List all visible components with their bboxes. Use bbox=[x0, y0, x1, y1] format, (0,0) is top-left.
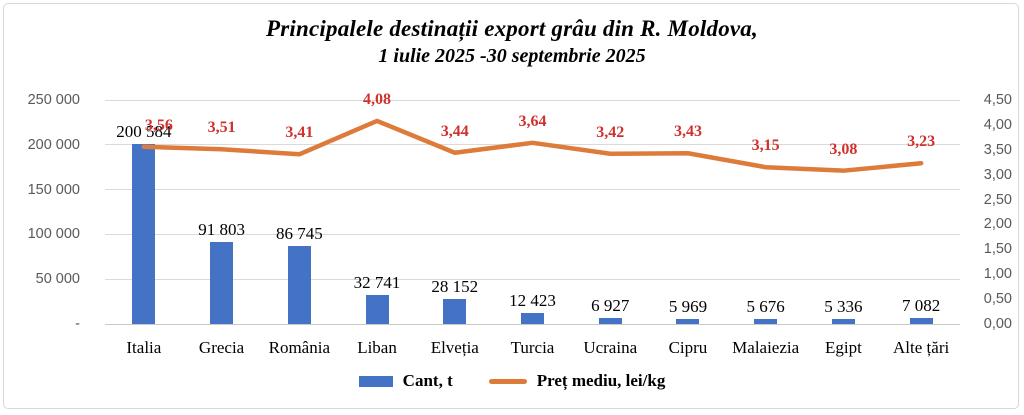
legend: Cant, t Preț mediu, lei/kg bbox=[0, 371, 1024, 391]
bar-Grecia bbox=[210, 241, 234, 324]
bar-value-label: 86 745 bbox=[275, 224, 323, 244]
bar-value-label: 5 676 bbox=[746, 296, 785, 316]
left-axis-tick: 250 000 bbox=[27, 92, 80, 108]
chart-title: Principalele destinații export grâu din … bbox=[266, 16, 758, 41]
category-label-România: România bbox=[268, 338, 330, 357]
category-label-Italia: Italia bbox=[126, 338, 162, 357]
bar-value-label: 5 336 bbox=[824, 297, 863, 317]
price-label: 3,44 bbox=[440, 122, 469, 140]
price-label: 3,64 bbox=[518, 112, 547, 130]
left-axis-tick: 50 000 bbox=[35, 271, 80, 288]
bar-Liban bbox=[365, 294, 389, 324]
category-label-Ucraina: Ucraina bbox=[583, 338, 638, 357]
bar-value-label: 5 969 bbox=[668, 296, 708, 316]
legend-line-swatch-icon bbox=[488, 378, 527, 384]
bar-Italia bbox=[132, 144, 156, 324]
category-label-Grecia: Grecia bbox=[198, 338, 245, 357]
title-block: Principalele destinații export grâu din … bbox=[0, 14, 1024, 68]
bar-value-label: 12 423 bbox=[509, 290, 556, 310]
right-axis-tick: 2,00 bbox=[983, 216, 1012, 233]
bar-Ucraina bbox=[598, 317, 622, 324]
right-axis-tick: 4,50 bbox=[983, 92, 1012, 108]
category-label-Liban: Liban bbox=[357, 338, 397, 357]
bar-România bbox=[287, 246, 311, 324]
bar-value-label: 28 152 bbox=[431, 276, 479, 296]
price-label: 3,41 bbox=[285, 124, 314, 142]
price-line-path bbox=[141, 118, 924, 173]
bar-value-label: 32 741 bbox=[353, 272, 401, 292]
legend-bar-swatch-icon bbox=[358, 375, 393, 387]
bar-Egipt bbox=[831, 319, 855, 324]
bar-value-label: 200 584 bbox=[116, 122, 172, 142]
bar-value-label: 7 082 bbox=[902, 295, 941, 315]
category-label-Malaiezia: Malaiezia bbox=[732, 338, 800, 357]
bar-value-label: 91 803 bbox=[198, 219, 245, 239]
category-label-Cipru: Cipru bbox=[668, 338, 708, 357]
gridline bbox=[105, 99, 960, 101]
legend-bar-label: Cant, t bbox=[402, 371, 453, 390]
price-label: 3,23 bbox=[907, 133, 936, 151]
price-label: 3,56 bbox=[144, 116, 173, 134]
price-label: 3,08 bbox=[829, 140, 858, 158]
price-label: 3,15 bbox=[751, 137, 780, 155]
price-label: 3,51 bbox=[207, 119, 236, 137]
gridline bbox=[105, 189, 960, 191]
gridline bbox=[105, 278, 960, 280]
left-axis-tick: 150 000 bbox=[27, 181, 80, 198]
bar-value-label: 6 927 bbox=[591, 295, 630, 315]
category-label-Elveția: Elveția bbox=[430, 338, 479, 357]
price-label: 4,08 bbox=[363, 90, 392, 108]
bar-Turcia bbox=[521, 312, 544, 324]
price-line bbox=[141, 118, 924, 173]
bar-Malaiezia bbox=[754, 318, 778, 324]
right-axis-tick: 2,50 bbox=[983, 191, 1012, 208]
left-axis-tick: 100 000 bbox=[27, 226, 80, 243]
category-label-Alte țări: Alte țări bbox=[893, 338, 950, 357]
right-axis-tick: 1,00 bbox=[983, 266, 1012, 283]
gridline bbox=[105, 233, 960, 235]
chart-frame bbox=[3, 3, 1019, 409]
left-axis-tick: 200 000 bbox=[27, 136, 80, 153]
right-axis-tick: 0,00 bbox=[983, 316, 1012, 332]
category-label-Turcia: Turcia bbox=[510, 338, 555, 357]
right-axis-tick: 0,50 bbox=[983, 291, 1012, 308]
price-label: 3,42 bbox=[596, 123, 625, 141]
right-axis-tick: 3,00 bbox=[983, 166, 1012, 183]
left-axis-tick: - bbox=[75, 316, 80, 332]
chart-subtitle: 1 iulie 2025 -30 septembrie 2025 bbox=[378, 45, 646, 67]
x-axis-line bbox=[105, 324, 960, 325]
right-axis-tick: 4,00 bbox=[983, 116, 1012, 133]
category-label-Egipt: Egipt bbox=[824, 338, 862, 357]
legend-line-label: Preț mediu, lei/kg bbox=[536, 371, 666, 390]
bar-Elveția bbox=[443, 298, 467, 324]
bar-Alte țări bbox=[909, 317, 933, 324]
right-axis-tick: 3,50 bbox=[983, 141, 1012, 158]
price-label: 3,43 bbox=[673, 123, 702, 141]
right-axis-tick: 1,50 bbox=[983, 241, 1012, 258]
bar-Cipru bbox=[676, 318, 700, 324]
